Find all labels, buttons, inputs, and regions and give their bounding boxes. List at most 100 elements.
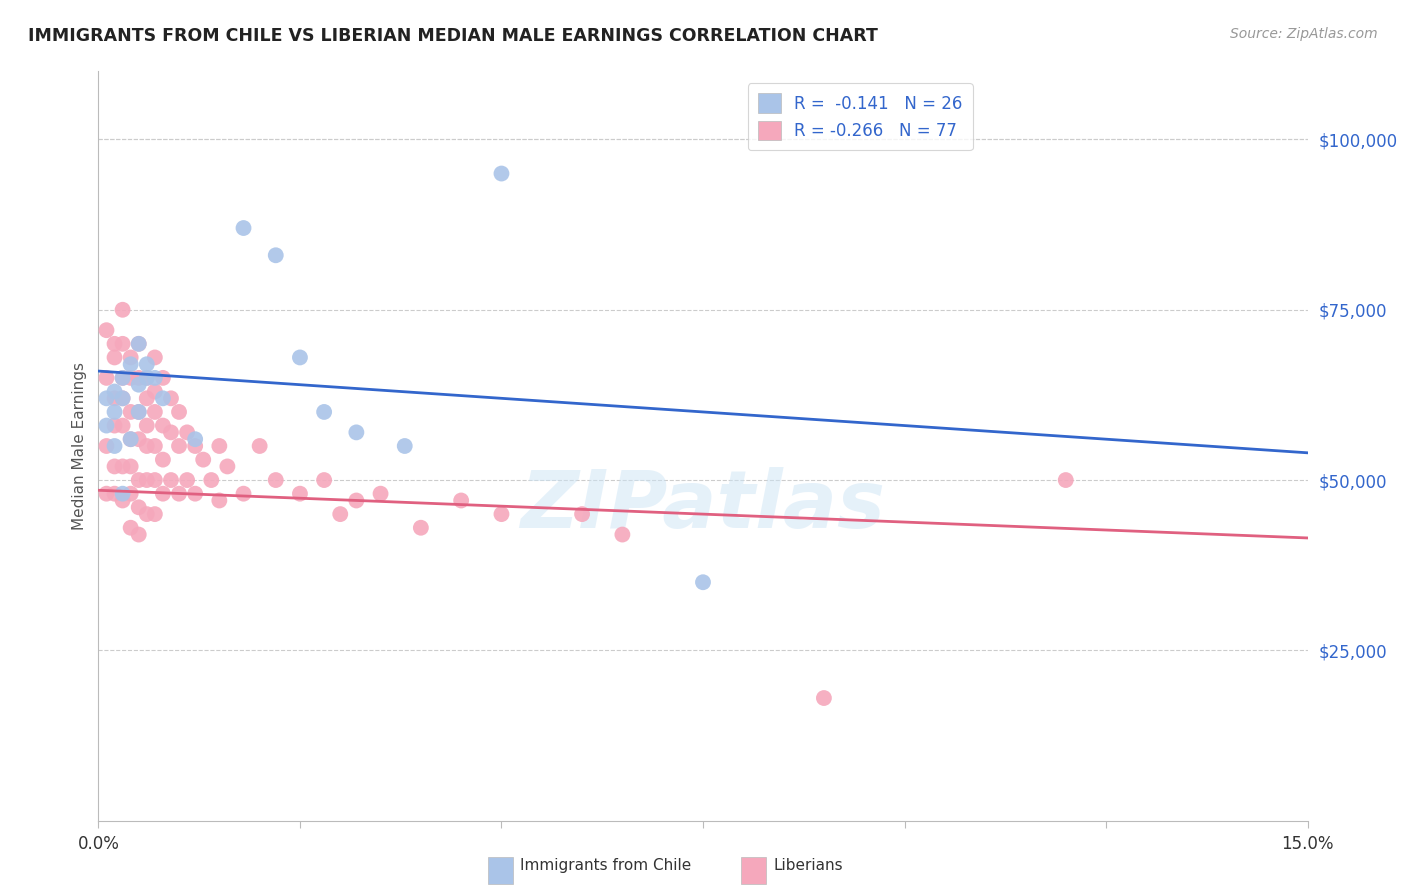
Point <box>111 418 134 433</box>
Point <box>120 459 142 474</box>
Point <box>128 377 150 392</box>
Point <box>176 425 198 440</box>
Point <box>167 486 190 500</box>
Bar <box>488 857 513 884</box>
Point <box>128 371 150 385</box>
Point <box>152 452 174 467</box>
Point <box>1054 473 1077 487</box>
Text: Liberians: Liberians <box>773 858 844 872</box>
Point <box>160 425 183 440</box>
Point <box>128 432 150 446</box>
Point <box>111 336 134 351</box>
Point <box>344 425 367 440</box>
Point <box>103 459 125 474</box>
Point <box>200 473 222 487</box>
Point <box>111 392 134 406</box>
Point <box>409 521 432 535</box>
Point <box>128 336 150 351</box>
Point <box>120 351 142 365</box>
Point <box>143 371 166 385</box>
Point <box>152 418 174 433</box>
Point <box>96 323 118 337</box>
Point <box>135 439 157 453</box>
Point <box>217 459 239 474</box>
Point <box>167 439 190 453</box>
Point <box>96 439 118 453</box>
Point <box>128 405 150 419</box>
Point <box>184 486 207 500</box>
Point <box>111 371 134 385</box>
Bar <box>741 857 766 884</box>
Point <box>135 357 157 371</box>
Point <box>96 418 118 433</box>
Point <box>232 486 254 500</box>
Point <box>491 167 513 181</box>
Point <box>120 405 142 419</box>
Legend: R =  -0.141   N = 26, R = -0.266   N = 77: R = -0.141 N = 26, R = -0.266 N = 77 <box>748 84 973 150</box>
Point <box>103 351 125 365</box>
Point <box>143 405 166 419</box>
Point <box>193 452 215 467</box>
Point <box>96 392 118 406</box>
Point <box>111 459 134 474</box>
Text: Source: ZipAtlas.com: Source: ZipAtlas.com <box>1230 27 1378 41</box>
Point <box>813 691 835 706</box>
Point <box>612 527 634 541</box>
Point <box>208 439 231 453</box>
Point <box>143 351 166 365</box>
Y-axis label: Median Male Earnings: Median Male Earnings <box>72 362 87 530</box>
Point <box>128 527 150 541</box>
Point <box>143 473 166 487</box>
Point <box>288 486 311 500</box>
Point <box>314 473 336 487</box>
Point <box>135 507 157 521</box>
Point <box>264 473 287 487</box>
Text: IMMIGRANTS FROM CHILE VS LIBERIAN MEDIAN MALE EARNINGS CORRELATION CHART: IMMIGRANTS FROM CHILE VS LIBERIAN MEDIAN… <box>28 27 877 45</box>
Point <box>184 432 207 446</box>
Point <box>128 336 150 351</box>
Point <box>152 486 174 500</box>
Point <box>103 384 125 399</box>
Point <box>103 405 125 419</box>
Point <box>120 371 142 385</box>
Point <box>103 439 125 453</box>
Point <box>314 405 336 419</box>
Point <box>160 392 183 406</box>
Point <box>249 439 271 453</box>
Point <box>370 486 392 500</box>
Point <box>135 371 157 385</box>
Point <box>264 248 287 262</box>
Point <box>394 439 416 453</box>
Text: ZIPatlas: ZIPatlas <box>520 467 886 545</box>
Point <box>103 336 125 351</box>
Point <box>135 418 157 433</box>
Text: Immigrants from Chile: Immigrants from Chile <box>520 858 692 872</box>
Point <box>152 392 174 406</box>
Point <box>450 493 472 508</box>
Point <box>208 493 231 508</box>
Point <box>111 486 134 500</box>
Point <box>167 405 190 419</box>
Point <box>128 500 150 515</box>
Point <box>128 405 150 419</box>
Point <box>96 371 118 385</box>
Point <box>571 507 593 521</box>
Point <box>96 486 118 500</box>
Point <box>103 418 125 433</box>
Point <box>160 473 183 487</box>
Point <box>111 493 134 508</box>
Point <box>120 432 142 446</box>
Point <box>288 351 311 365</box>
Point <box>143 384 166 399</box>
Point <box>120 486 142 500</box>
Point <box>329 507 352 521</box>
Point <box>103 392 125 406</box>
Point <box>176 473 198 487</box>
Point <box>120 357 142 371</box>
Point <box>692 575 714 590</box>
Point <box>128 473 150 487</box>
Point <box>111 302 134 317</box>
Point <box>143 439 166 453</box>
Point <box>143 507 166 521</box>
Point <box>120 432 142 446</box>
